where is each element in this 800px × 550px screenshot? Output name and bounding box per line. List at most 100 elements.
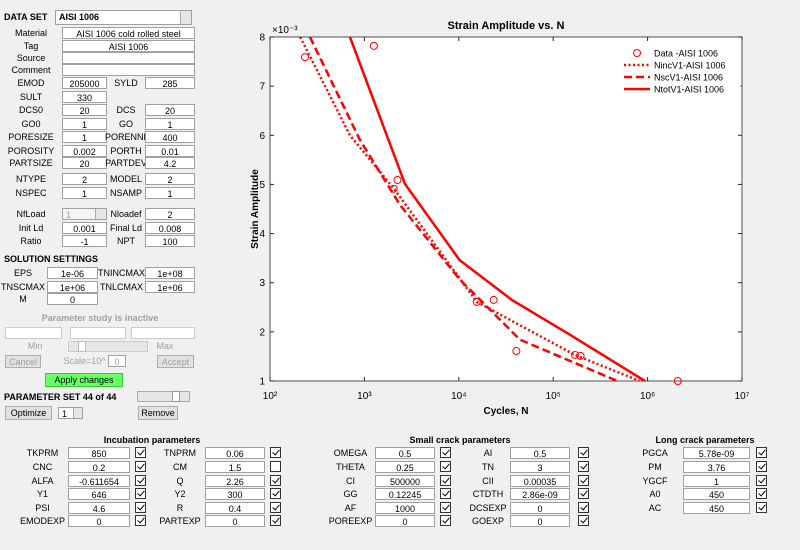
param-checkbox[interactable] [578, 447, 589, 458]
param-input[interactable]: 0 [510, 515, 570, 527]
input-field[interactable]: 2 [145, 173, 195, 185]
param-checkbox[interactable] [135, 447, 146, 458]
study-slider[interactable] [68, 341, 148, 352]
study-max-box[interactable] [131, 327, 195, 339]
accept-button[interactable]: Accept [157, 355, 194, 368]
param-checkbox[interactable] [440, 488, 451, 499]
input-field[interactable]: 285 [145, 77, 195, 89]
param-input[interactable]: 0.2 [68, 461, 130, 473]
input-field[interactable]: 1 [62, 187, 107, 199]
param-checkbox[interactable] [440, 515, 451, 526]
input-field[interactable] [62, 64, 195, 76]
input-field[interactable]: 330 [62, 91, 107, 103]
input-field[interactable]: 4.2 [145, 157, 195, 169]
param-checkbox[interactable] [440, 461, 451, 472]
study-value-box[interactable] [70, 327, 126, 339]
param-input[interactable]: 0 [68, 515, 130, 527]
input-field[interactable]: 1e+08 [145, 267, 195, 279]
input-field[interactable]: 1e+06 [47, 281, 98, 293]
param-set-slider[interactable] [137, 391, 190, 402]
param-input[interactable]: 0.12245 [375, 488, 435, 500]
param-checkbox[interactable] [440, 447, 451, 458]
param-input[interactable]: 3.76 [683, 461, 750, 473]
param-checkbox[interactable] [135, 502, 146, 513]
param-checkbox[interactable] [578, 488, 589, 499]
param-input[interactable]: 3 [510, 461, 570, 473]
scale-box[interactable]: 0 [108, 355, 126, 367]
input-field[interactable]: AISI 1006 cold rolled steel [62, 27, 195, 39]
input-field[interactable]: 20 [145, 104, 195, 116]
input-field[interactable]: AISI 1006 [62, 40, 195, 52]
param-input[interactable]: 2.86e-09 [510, 488, 570, 500]
param-input[interactable]: -0.611654 [68, 475, 130, 487]
param-input[interactable]: 500000 [375, 475, 435, 487]
param-checkbox[interactable] [135, 475, 146, 486]
param-checkbox[interactable] [756, 502, 767, 513]
input-field[interactable]: 1 [145, 187, 195, 199]
dropdown-arrow[interactable] [73, 408, 82, 418]
optimize-button[interactable]: Optimize [5, 406, 52, 420]
param-checkbox[interactable] [135, 461, 146, 472]
cancel-button[interactable]: Cancel [5, 355, 41, 368]
param-input[interactable]: 4.6 [68, 502, 130, 514]
study-min-box[interactable] [5, 327, 62, 339]
param-input[interactable]: 646 [68, 488, 130, 500]
param-checkbox[interactable] [440, 475, 451, 486]
param-input[interactable]: 1000 [375, 502, 435, 514]
param-input[interactable]: 1 [683, 475, 750, 487]
param-input[interactable]: 450 [683, 488, 750, 500]
param-checkbox[interactable] [578, 475, 589, 486]
param-input[interactable]: 0 [375, 515, 435, 527]
param-input[interactable]: 850 [68, 447, 130, 459]
param-checkbox[interactable] [440, 502, 451, 513]
param-input[interactable]: 300 [205, 488, 265, 500]
param-input[interactable]: 0 [205, 515, 265, 527]
param-checkbox[interactable] [270, 461, 281, 472]
input-field[interactable]: 0.008 [145, 222, 195, 234]
param-input[interactable]: 0.5 [375, 447, 435, 459]
input-field[interactable]: 0 [47, 293, 98, 305]
param-input[interactable]: 0.00035 [510, 475, 570, 487]
input-field[interactable] [62, 52, 195, 64]
param-checkbox[interactable] [578, 502, 589, 513]
param-checkbox[interactable] [270, 447, 281, 458]
param-checkbox[interactable] [756, 488, 767, 499]
input-field[interactable]: 1e-06 [47, 267, 98, 279]
input-field[interactable]: 20 [62, 104, 107, 116]
param-input[interactable]: 1.5 [205, 461, 265, 473]
param-input[interactable]: 5.78e-09 [683, 447, 750, 459]
input-field[interactable]: 1 [62, 118, 107, 130]
param-input[interactable]: 0 [510, 502, 570, 514]
input-field[interactable]: 2 [145, 208, 195, 220]
study-slider-thumb[interactable] [78, 341, 86, 352]
param-checkbox[interactable] [270, 488, 281, 499]
param-checkbox[interactable] [756, 447, 767, 458]
input-field[interactable]: 205000 [62, 77, 107, 89]
input-field[interactable]: 0.002 [62, 145, 107, 157]
remove-button[interactable]: Remove [138, 406, 178, 420]
input-field[interactable]: 1 [62, 131, 107, 143]
param-input[interactable]: 0.25 [375, 461, 435, 473]
input-field[interactable]: 1 [145, 118, 195, 130]
param-checkbox[interactable] [756, 461, 767, 472]
param-input[interactable]: 2.26 [205, 475, 265, 487]
param-checkbox[interactable] [135, 515, 146, 526]
dropdown-arrow[interactable] [180, 11, 191, 24]
input-field[interactable]: -1 [62, 235, 107, 247]
input-field[interactable]: 0.01 [145, 145, 195, 157]
param-checkbox[interactable] [270, 502, 281, 513]
param-input[interactable]: 0.4 [205, 502, 265, 514]
param-checkbox[interactable] [270, 515, 281, 526]
param-checkbox[interactable] [270, 475, 281, 486]
input-field[interactable]: 0.001 [62, 222, 107, 234]
param-input[interactable]: 0.5 [510, 447, 570, 459]
input-field[interactable]: 20 [62, 157, 107, 169]
param-input[interactable]: 0.06 [205, 447, 265, 459]
param-checkbox[interactable] [578, 461, 589, 472]
apply-button[interactable]: Apply changes [45, 373, 123, 387]
param-set-slider-thumb[interactable] [172, 391, 180, 402]
input-field[interactable]: 100 [145, 235, 195, 247]
param-checkbox[interactable] [578, 515, 589, 526]
param-checkbox[interactable] [135, 488, 146, 499]
input-field[interactable]: 2 [62, 173, 107, 185]
